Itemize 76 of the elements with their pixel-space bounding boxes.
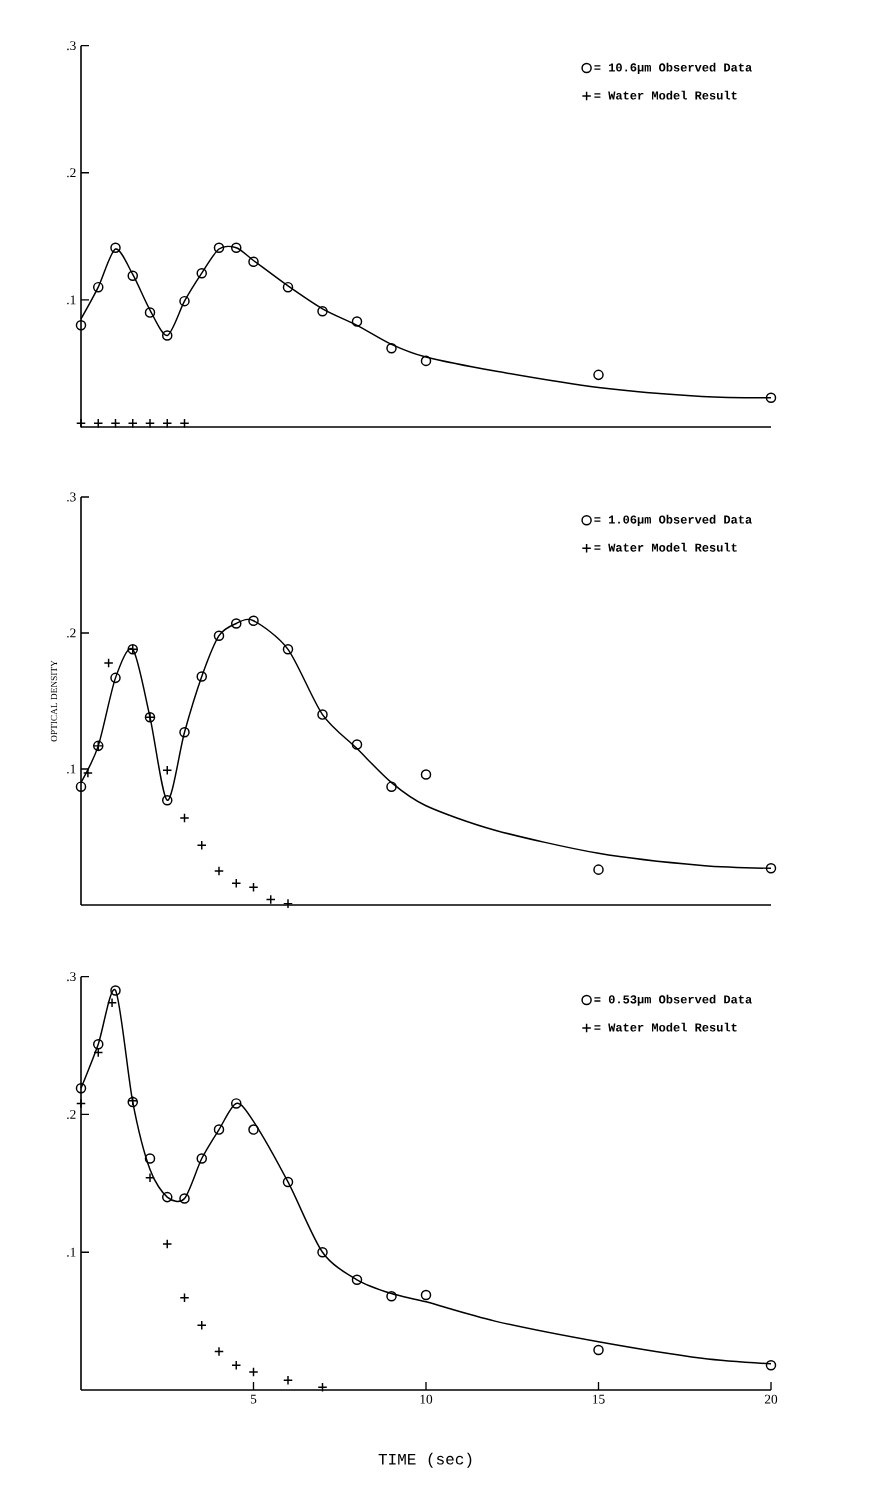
y-tick-label: .3 (67, 41, 76, 51)
point (213, 630, 225, 641)
point (593, 1344, 604, 1356)
point (213, 1346, 224, 1357)
point (110, 242, 121, 254)
point (248, 256, 259, 268)
point (317, 1246, 328, 1258)
point (92, 281, 104, 293)
point (593, 864, 604, 875)
point (386, 342, 397, 354)
point (213, 1124, 225, 1135)
point (75, 1082, 87, 1094)
point (196, 671, 208, 682)
point (196, 1153, 208, 1164)
point (282, 1176, 294, 1188)
point (230, 242, 242, 254)
point (230, 1098, 242, 1109)
point (351, 1274, 363, 1286)
y-tick-label: .1 (67, 764, 76, 774)
y-tick-label: .3 (67, 972, 76, 982)
point (144, 1153, 156, 1164)
point (248, 615, 259, 627)
x-axis-title: TIME (sec) (378, 1452, 472, 1468)
legend-label: = Water Model Result (594, 542, 737, 552)
point (144, 307, 156, 318)
point (317, 709, 328, 720)
point (765, 392, 777, 404)
x-tick-label: 15 (593, 1394, 605, 1404)
point (213, 242, 225, 254)
point (179, 727, 190, 738)
point (179, 295, 190, 307)
point (161, 1191, 173, 1203)
point (593, 369, 604, 381)
legend-label: = Water Model Result (594, 1022, 737, 1032)
x-tick-label: 10 (420, 1394, 433, 1404)
point (196, 267, 208, 279)
point (765, 1359, 777, 1371)
point (75, 320, 87, 331)
point (765, 863, 777, 874)
point (317, 306, 328, 317)
legend-label: = Water Model Result (594, 90, 737, 100)
legend-label: = 1.06μm Observed Data (594, 514, 752, 527)
x-tick-label: 20 (764, 1394, 778, 1404)
point (75, 781, 87, 792)
point (161, 330, 173, 341)
point (420, 1289, 432, 1301)
point (179, 1193, 190, 1204)
legend-label: = 0.53μm Observed Data (594, 994, 752, 1006)
point (282, 281, 294, 293)
y-tick-label: .2 (67, 1109, 76, 1119)
point (420, 769, 432, 780)
point (351, 739, 363, 750)
point (110, 672, 121, 684)
point (248, 1124, 259, 1135)
point (248, 1367, 259, 1378)
point (282, 644, 294, 655)
point (179, 812, 190, 823)
y-tick-label: .2 (67, 628, 76, 638)
point (386, 781, 397, 792)
point (92, 1038, 104, 1050)
point (110, 985, 121, 996)
point (420, 355, 432, 367)
y-tick-label: .1 (67, 1247, 76, 1257)
point (75, 1098, 87, 1109)
point (230, 618, 242, 629)
y-tick-label: .3 (67, 492, 76, 502)
x-tick-label: 5 (250, 1394, 257, 1404)
point (127, 270, 139, 281)
y-tick-label: .2 (67, 168, 76, 178)
y-axis-title: OPTICAL DENSITY (50, 660, 58, 742)
point (103, 657, 114, 668)
y-tick-label: .1 (67, 295, 76, 305)
point (161, 795, 173, 806)
point (351, 316, 363, 327)
legend-label: = 10.6μm Observed Data (594, 62, 752, 74)
point (386, 1291, 397, 1302)
